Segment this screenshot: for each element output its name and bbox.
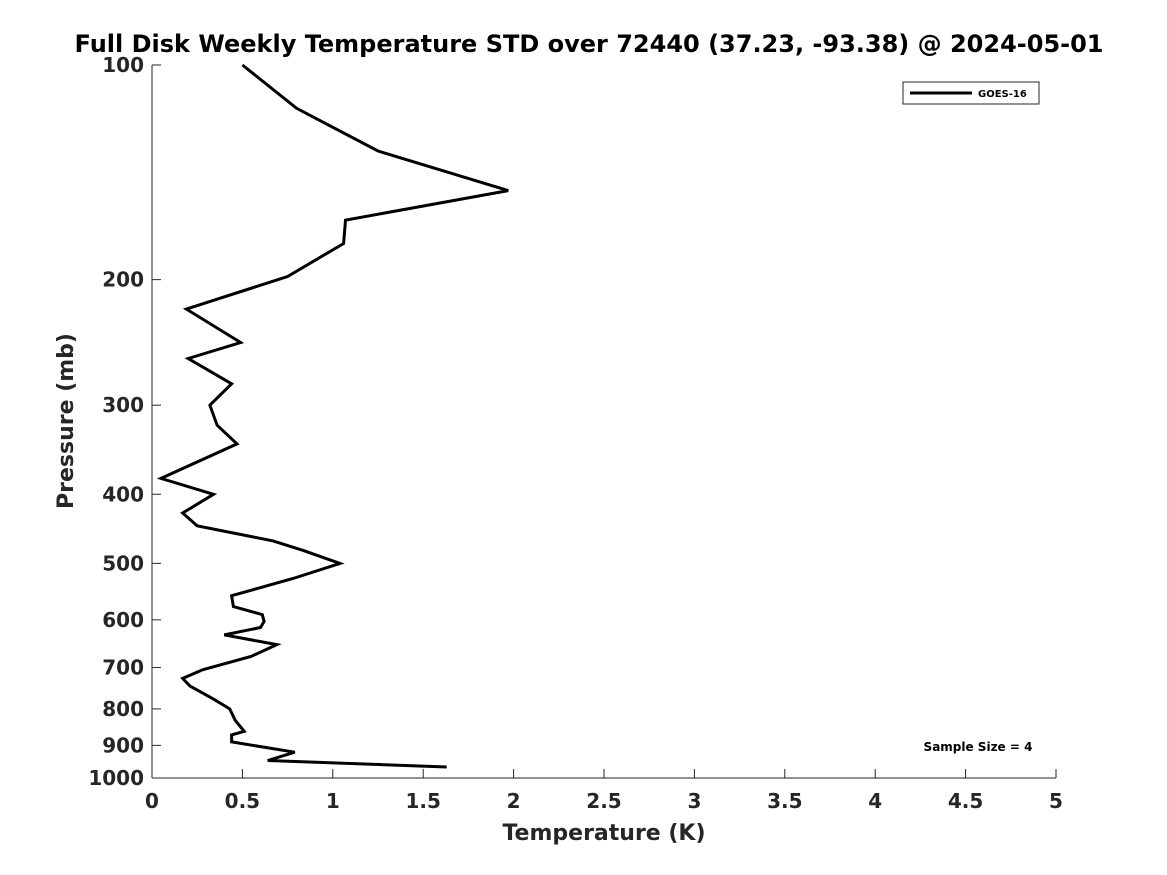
y-tick-label: 100	[102, 53, 144, 77]
x-axis-ticks: 0 0.5 1 1.5 2 2.5 3 3.5 4 4.5 5	[145, 769, 1063, 813]
x-tick-label: 5	[1049, 789, 1063, 813]
y-tick-label: 800	[102, 697, 144, 721]
x-tick-label: 2.5	[586, 789, 621, 813]
x-axis-label: Temperature (K)	[502, 821, 705, 846]
y-axis-label: Pressure (mb)	[54, 333, 79, 509]
y-tick-label: 900	[102, 733, 144, 757]
series-line-goes-16	[156, 63, 509, 769]
x-tick-label: 1	[326, 789, 340, 813]
x-tick-label: 0	[145, 789, 159, 813]
x-tick-label: 3.5	[767, 789, 802, 813]
legend: GOES-16	[902, 81, 1040, 105]
y-tick-label: 400	[102, 482, 144, 506]
x-tick-label: 2	[507, 789, 521, 813]
x-tick-label: 4	[868, 789, 882, 813]
series-layer	[156, 63, 509, 769]
x-tick-label: 0.5	[225, 789, 260, 813]
y-tick-label: 200	[102, 268, 144, 292]
sample-size-annotation: Sample Size = 4	[924, 740, 1033, 754]
x-tick-label: 1.5	[405, 789, 440, 813]
y-tick-label: 600	[102, 608, 144, 632]
y-tick-label: 500	[102, 551, 144, 575]
x-tick-label: 4.5	[948, 789, 983, 813]
chart-title: Full Disk Weekly Temperature STD over 72…	[75, 30, 1104, 58]
y-tick-label: 300	[102, 393, 144, 417]
y-tick-label: 1000	[88, 766, 144, 790]
y-axis-ticks: 100 200 300 400 500 600 700 800 900 1000	[88, 53, 161, 790]
x-tick-label: 3	[687, 789, 701, 813]
y-tick-label: 700	[102, 656, 144, 680]
legend-label-goes-16: GOES-16	[978, 89, 1027, 100]
